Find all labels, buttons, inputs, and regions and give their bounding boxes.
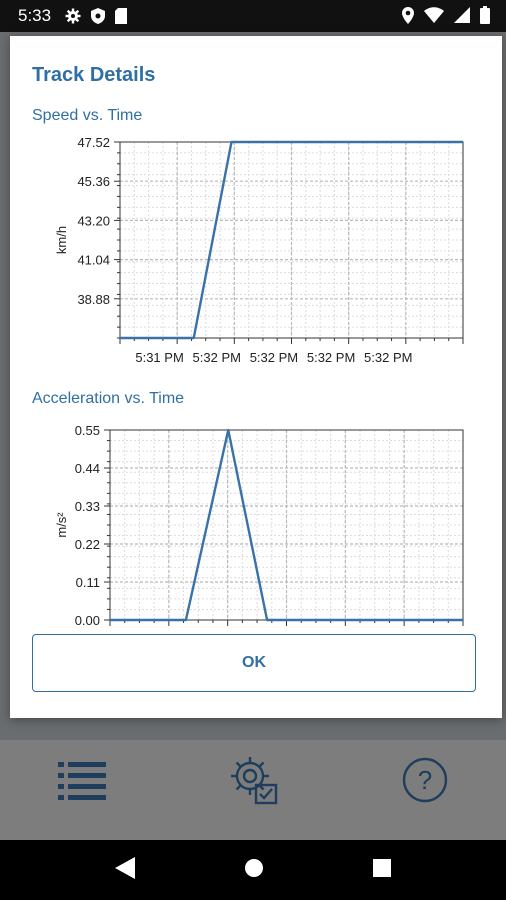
settings-icon[interactable] [226, 752, 282, 813]
acceleration-chart-title: Acceleration vs. Time [32, 390, 185, 407]
series-line [120, 140, 463, 340]
y-tick-label: 0.33 [75, 499, 100, 514]
y-axis-label: km/h [54, 226, 69, 254]
battery-icon [480, 6, 490, 24]
back-icon[interactable] [114, 856, 135, 884]
svg-text:?: ? [418, 765, 432, 795]
help-icon[interactable]: ? [402, 757, 448, 808]
y-tick-label: 41.04 [77, 253, 110, 268]
x-tick-label: 5:31 PM [135, 350, 183, 365]
y-tick-label: 45.36 [77, 174, 110, 189]
y-tick-label: 0.55 [75, 423, 100, 438]
dialog-title: Track Details [32, 64, 156, 86]
gear-icon [65, 8, 81, 24]
recents-icon[interactable] [373, 858, 392, 882]
home-icon[interactable] [244, 858, 264, 883]
wifi-icon [424, 7, 444, 23]
location-icon [402, 6, 414, 24]
track-details-dialog: Track Details Speed vs. Time 47.52 45.36 4… [10, 36, 502, 718]
system-nav-bar [0, 840, 506, 900]
bottom-toolbar [0, 740, 506, 840]
ok-button[interactable]: OK [32, 634, 476, 692]
status-time: 5:33 [18, 6, 52, 25]
y-tick-label: 0.11 [76, 575, 100, 590]
x-tick-label: 5:32 PM [193, 350, 241, 365]
speed-chart: 47.52 45.36 43.20 41.04 38.88 5:31 PM 5:32 PM 5… [54, 135, 464, 365]
signal-icon [454, 7, 470, 23]
y-tick-label: 0.22 [75, 537, 100, 552]
x-tick-label: 5:32 PM [307, 350, 355, 365]
y-tick-label: 0.44 [75, 461, 100, 476]
shield-icon [91, 8, 106, 24]
y-tick-label: 0.00 [75, 613, 100, 628]
acceleration-chart: 0.55 0.44 0.33 0.22 0.11 0.00 m/s² [54, 423, 464, 628]
status-bar: 5:33 [0, 0, 506, 32]
x-tick-label: 5:32 PM [364, 350, 412, 365]
speed-chart-title: Speed vs. Time [32, 107, 143, 124]
list-icon[interactable] [58, 760, 108, 805]
sd-card-icon [115, 8, 128, 24]
y-axis-label: m/s² [54, 512, 69, 538]
x-tick-label: 5:32 PM [250, 350, 298, 365]
y-tick-label: 47.52 [77, 135, 110, 150]
y-tick-label: 38.88 [77, 292, 110, 307]
y-tick-label: 43.20 [77, 213, 110, 228]
